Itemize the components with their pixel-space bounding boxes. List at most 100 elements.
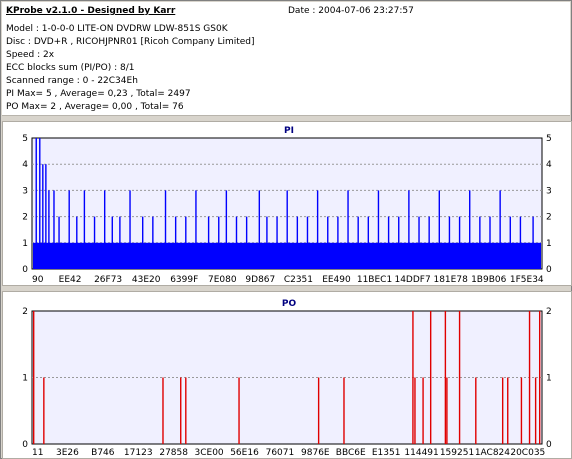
pi-chart-title: PI [284, 126, 294, 136]
pi-bar [83, 190, 86, 269]
info-disc: Disc : DVD+R , RICOHJPNR01 [Ricoh Compan… [6, 37, 255, 47]
po-y-tick-label: 2 [22, 307, 28, 317]
pi-bar [499, 190, 501, 269]
po-x-tick-label: 27858 [159, 448, 188, 458]
info-speed: Speed : 2x [6, 50, 55, 60]
pi-bar [245, 216, 248, 269]
po-x-tick-label: 3E26 [56, 448, 79, 458]
po-y-tick-label-right: 0 [546, 440, 552, 450]
pi-bar [68, 190, 70, 269]
po-bars [33, 311, 541, 444]
pi-bar [111, 216, 113, 269]
pi-y-tick-label-right: 2 [546, 213, 552, 223]
pi-bar [207, 216, 210, 269]
pi-bar [129, 190, 131, 269]
pi-bar [276, 216, 278, 269]
pi-x-tick-label: 90 [32, 275, 44, 285]
po-bar [412, 311, 414, 444]
po-x-tick-label: B746 [91, 448, 115, 458]
po-y-tick-label: 0 [22, 440, 28, 450]
pi-y-tick-label-right: 4 [546, 160, 552, 170]
pi-y-tick-label: 0 [22, 265, 28, 275]
po-y-tick-label: 1 [22, 374, 28, 384]
pi-x-tick-label: C2351 [284, 275, 313, 285]
pi-bar [218, 216, 220, 269]
pi-chart-panel: PI 0 0 1 1 2 2 3 3 4 4 5 5 90 EE42 26F73 43E20 6399F 7E0… [2, 121, 572, 286]
pi-x-tick-label: 11BEC1 [357, 275, 392, 285]
pi-bar [479, 216, 481, 269]
pi-bar [119, 216, 121, 269]
info-panel: KProbe v2.1.0 - Designed by Karr Date : … [2, 2, 570, 116]
info-ecc-blocks: ECC blocks sum (PI/PO) : 8/1 [6, 63, 135, 73]
pi-bar [76, 216, 78, 269]
info-po-stats: PO Max= 2 , Average= 0,00 , Total= 76 [6, 102, 184, 112]
po-bar [538, 311, 541, 444]
pi-bar [438, 190, 440, 269]
scan-date: Date : 2004-07-06 23:27:57 [288, 6, 414, 16]
po-bar [528, 311, 531, 444]
pi-bar [448, 216, 451, 269]
pi-bar [306, 216, 309, 269]
po-x-tick-label: 17123 [124, 448, 153, 458]
pi-bar [509, 216, 511, 269]
po-bar [429, 311, 432, 444]
po-bar [422, 377, 424, 444]
pi-bar [408, 190, 410, 269]
po-x-tick-label: 1AC824 [475, 448, 510, 458]
app-title: KProbe v2.1.0 - Designed by Karr [6, 6, 176, 16]
pi-bar [337, 216, 339, 269]
po-bar [317, 377, 320, 444]
pi-x-tick-label: EE42 [59, 275, 82, 285]
pi-bar [185, 216, 187, 269]
po-bar [33, 311, 35, 444]
po-bar [343, 377, 345, 444]
pi-bar [103, 190, 106, 269]
pi-y-tick-label-right: 0 [546, 265, 552, 275]
pi-bar [398, 216, 400, 269]
pi-bar [48, 190, 50, 269]
po-bar [501, 377, 504, 444]
info-pi-stats: PI Max= 5 , Average= 0,23 , Total= 2497 [6, 89, 191, 99]
pi-bar [387, 216, 390, 269]
pi-x-tick-label: 14DDF7 [394, 275, 430, 285]
po-bar [446, 377, 448, 444]
po-y-axis: 0 0 1 1 2 2 [22, 307, 552, 450]
pi-y-tick-label: 1 [22, 239, 28, 249]
pi-bar [235, 216, 238, 269]
po-bar [534, 377, 537, 444]
pi-bar [367, 216, 370, 269]
pi-bar [357, 216, 359, 269]
po-x-tick-label: 76071 [266, 448, 295, 458]
pi-x-tick-label: 7E080 [208, 275, 237, 285]
pi-bar [428, 216, 430, 269]
po-x-tick-label: 11 [32, 448, 43, 458]
po-x-tick-label: BBC6E [336, 448, 366, 458]
pi-x-tick-label: 6399F [170, 275, 198, 285]
pi-bar [458, 216, 461, 269]
po-bar [162, 377, 164, 444]
pi-bar [347, 190, 349, 269]
pi-chart: PI 0 0 1 1 2 2 3 3 4 4 5 5 90 EE42 26F73 43E20 6399F 7E0… [22, 126, 552, 285]
po-x-tick-label: 3CE00 [195, 448, 224, 458]
pi-bar [39, 138, 41, 269]
pi-bar [519, 216, 522, 269]
pi-y-tick-label-right: 1 [546, 239, 552, 249]
info-model: Model : 1-0-0-0 LITE-ON DVDRW LDW-851S G… [6, 24, 228, 34]
pi-bar [377, 190, 380, 269]
po-bar [43, 377, 45, 444]
pi-x-tick-label: EE490 [322, 275, 351, 285]
pi-bar [142, 216, 144, 269]
pi-bars [33, 138, 541, 269]
pi-bar [266, 216, 268, 269]
pi-bar [258, 190, 261, 269]
po-chart-title: PO [282, 299, 297, 309]
pi-bar [42, 164, 44, 269]
po-y-tick-label-right: 1 [546, 374, 552, 384]
pi-bar [296, 216, 299, 269]
pi-x-tick-label: 1B9B06 [471, 275, 507, 285]
pi-bar [316, 190, 319, 269]
po-x-tick-label: 20C035 [510, 448, 545, 458]
pi-bar [418, 216, 420, 269]
